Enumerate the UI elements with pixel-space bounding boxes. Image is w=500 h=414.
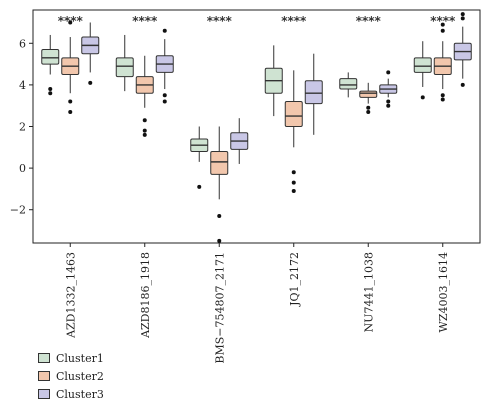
box-cluster2 (359, 82, 378, 114)
outlier-point (217, 238, 222, 243)
outlier-point (142, 118, 147, 123)
outlier-point (386, 103, 391, 108)
x-category-label: NU7441_1038 (362, 252, 375, 332)
outlier-point (217, 213, 222, 218)
box-cluster1 (190, 126, 209, 189)
x-axis: AZD1332_1463 AZD8186_1918 BMS−754807_2171 J… (64, 243, 450, 364)
box-body (115, 57, 134, 78)
box-body (413, 57, 432, 73)
outlier-point (162, 99, 167, 104)
y-tick-label: 2 (19, 121, 26, 134)
outlier-point (386, 70, 391, 75)
outlier-point (440, 97, 445, 102)
box-body (359, 90, 378, 98)
legend-item-cluster2: Cluster2 (38, 368, 104, 384)
outlier-point (460, 12, 465, 17)
outlier-point (48, 91, 53, 96)
box-cluster2 (284, 70, 303, 193)
outlier-point (440, 22, 445, 27)
box-cluster3 (379, 70, 398, 108)
significance-labels: **** **** **** **** **** **** (58, 14, 456, 28)
legend: Cluster1 Cluster2 Cluster3 (38, 350, 104, 404)
outlier-point (386, 99, 391, 104)
outlier-point (162, 93, 167, 98)
box-cluster2 (135, 55, 154, 137)
outlier-point (460, 16, 465, 21)
outlier-point (162, 28, 167, 33)
legend-label: Cluster1 (56, 351, 104, 365)
box-body (41, 49, 60, 65)
box-cluster3 (453, 12, 472, 87)
y-tick-label: 0 (19, 162, 26, 175)
significance-label: **** (356, 14, 382, 28)
box-cluster3 (304, 53, 323, 135)
significance-label: **** (281, 14, 307, 28)
outlier-point (88, 80, 93, 85)
outlier-point (291, 170, 296, 175)
outlier-point (460, 82, 465, 87)
significance-label: **** (430, 14, 456, 28)
outlier-point (440, 93, 445, 98)
outlier-point (291, 188, 296, 193)
box-body (304, 80, 323, 105)
plot-frame (32, 9, 481, 244)
y-tick-label: −2 (10, 204, 26, 217)
box-cluster3 (230, 118, 249, 164)
y-tick-label: 4 (19, 79, 26, 92)
box-body (210, 150, 229, 175)
outlier-point (197, 184, 202, 189)
legend-swatch-cluster3 (38, 389, 50, 399)
outlier-point (142, 128, 147, 133)
box-cluster2 (433, 22, 452, 102)
outlier-point (366, 105, 371, 110)
outlier-point (142, 132, 147, 137)
x-category-label: WZ4003_1614 (437, 252, 450, 332)
y-tick-label: 6 (19, 37, 26, 50)
box-cluster2 (61, 20, 80, 114)
outlier-point (68, 109, 73, 114)
box-body (284, 101, 303, 127)
outlier-point (291, 180, 296, 185)
box-body (339, 78, 358, 90)
legend-item-cluster1: Cluster1 (38, 350, 104, 366)
box-cluster1 (339, 72, 358, 98)
x-category-label: AZD1332_1463 (64, 252, 77, 339)
legend-swatch-cluster2 (38, 371, 50, 381)
outlier-point (440, 28, 445, 33)
box-cluster1 (115, 34, 134, 92)
box-cluster3 (81, 22, 100, 85)
outlier-point (48, 87, 53, 92)
x-category-label: AZD8186_1918 (139, 252, 152, 339)
outlier-point (68, 99, 73, 104)
x-category-label: JQ1_2172 (288, 252, 301, 307)
box-cluster1 (41, 34, 60, 96)
significance-label: **** (207, 14, 233, 28)
box-cluster1 (264, 45, 283, 117)
legend-label: Cluster2 (56, 369, 104, 383)
legend-item-cluster3: Cluster3 (38, 386, 104, 402)
outlier-point (420, 95, 425, 100)
legend-label: Cluster3 (56, 387, 104, 401)
box-groups (41, 12, 472, 243)
outlier-point (68, 20, 73, 25)
y-axis: −2 0 2 4 6 (10, 37, 33, 217)
x-category-label: BMS−754807_2171 (213, 252, 226, 364)
box-cluster3 (155, 28, 174, 104)
significance-label: **** (58, 14, 84, 28)
box-cluster1 (413, 41, 432, 100)
legend-swatch-cluster1 (38, 353, 50, 363)
significance-label: **** (132, 14, 158, 28)
outlier-point (366, 109, 371, 114)
box-cluster2 (210, 126, 229, 243)
